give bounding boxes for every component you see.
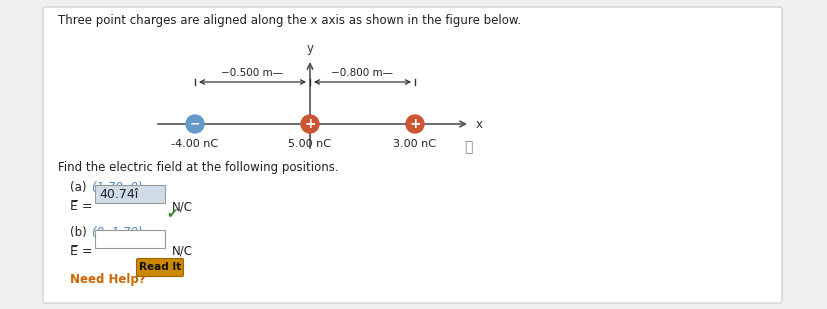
Text: N/C: N/C — [172, 245, 193, 258]
Text: Need Help?: Need Help? — [70, 273, 146, 286]
Text: y: y — [306, 42, 313, 55]
Text: 5.00 nC: 5.00 nC — [288, 139, 331, 149]
Text: Find the electric field at the following positions.: Find the electric field at the following… — [58, 161, 338, 174]
Text: −0.500 m—: −0.500 m— — [222, 68, 283, 78]
Text: (b): (b) — [70, 226, 87, 239]
Text: E̅ =: E̅ = — [70, 245, 93, 258]
Text: N/C: N/C — [172, 200, 193, 213]
Text: ⓘ: ⓘ — [463, 140, 471, 154]
Text: x: x — [476, 117, 482, 130]
Text: (0, 1.70): (0, 1.70) — [92, 226, 142, 239]
Text: Read It: Read It — [139, 263, 181, 273]
FancyBboxPatch shape — [95, 230, 165, 248]
FancyBboxPatch shape — [136, 259, 184, 277]
Text: +: + — [304, 117, 315, 131]
Circle shape — [405, 115, 423, 133]
Circle shape — [186, 115, 203, 133]
Text: −0.800 m—: −0.800 m— — [331, 68, 393, 78]
Text: -4.00 nC: -4.00 nC — [171, 139, 218, 149]
Text: 40.74î: 40.74î — [99, 188, 138, 201]
Circle shape — [301, 115, 318, 133]
Text: E̅ =: E̅ = — [70, 200, 93, 213]
Text: (a): (a) — [70, 181, 86, 194]
Text: −: − — [189, 117, 200, 130]
FancyBboxPatch shape — [43, 7, 781, 303]
Text: 3.00 nC: 3.00 nC — [393, 139, 436, 149]
Text: Three point charges are aligned along the x axis as shown in the figure below.: Three point charges are aligned along th… — [58, 14, 520, 27]
Text: ✔: ✔ — [165, 207, 178, 221]
FancyBboxPatch shape — [95, 185, 165, 203]
Text: (1.70, 0): (1.70, 0) — [92, 181, 142, 194]
Text: +: + — [409, 117, 420, 131]
